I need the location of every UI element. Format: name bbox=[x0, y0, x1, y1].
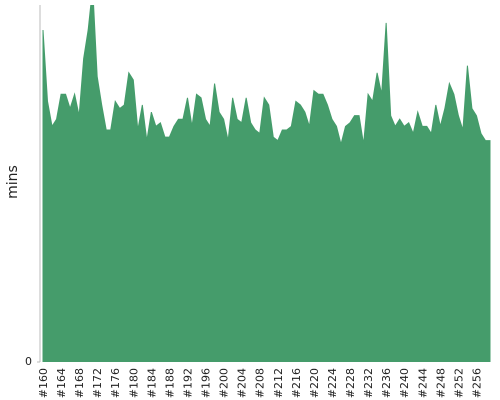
x-tick-label: #172 bbox=[91, 368, 104, 398]
x-tick-label: #196 bbox=[200, 368, 213, 398]
x-tick-label: #244 bbox=[416, 368, 429, 398]
x-tick-label: #184 bbox=[145, 368, 158, 398]
x-tick-label: #188 bbox=[163, 368, 176, 398]
y-tick-label: 0 bbox=[25, 355, 32, 368]
x-tick-label: #220 bbox=[308, 368, 321, 398]
x-tick-label: #208 bbox=[254, 368, 267, 398]
y-axis-label: mins bbox=[5, 165, 21, 199]
x-tick-label: #200 bbox=[218, 368, 231, 398]
x-tick-label: #160 bbox=[37, 368, 50, 398]
plot-area bbox=[42, 5, 491, 362]
x-tick-label: #204 bbox=[236, 368, 249, 398]
x-tick-label: #168 bbox=[73, 368, 86, 398]
x-tick-label: #256 bbox=[470, 368, 483, 398]
x-tick-label: #224 bbox=[326, 368, 339, 398]
x-tick-label: #232 bbox=[362, 368, 375, 398]
x-tick-label: #180 bbox=[127, 368, 140, 398]
x-tick-label: #228 bbox=[344, 368, 357, 398]
x-tick-label: #240 bbox=[398, 368, 411, 398]
x-tick-label: #248 bbox=[434, 368, 447, 398]
x-tick-label: #252 bbox=[452, 368, 465, 398]
x-tick-label: #192 bbox=[181, 368, 194, 398]
x-tick-label: #176 bbox=[109, 368, 122, 398]
area bbox=[42, 5, 491, 362]
x-tick-label: #164 bbox=[55, 368, 68, 398]
x-tick-label: #236 bbox=[380, 368, 393, 398]
x-tick-label: #212 bbox=[272, 368, 285, 398]
x-tick-label: #216 bbox=[290, 368, 303, 398]
